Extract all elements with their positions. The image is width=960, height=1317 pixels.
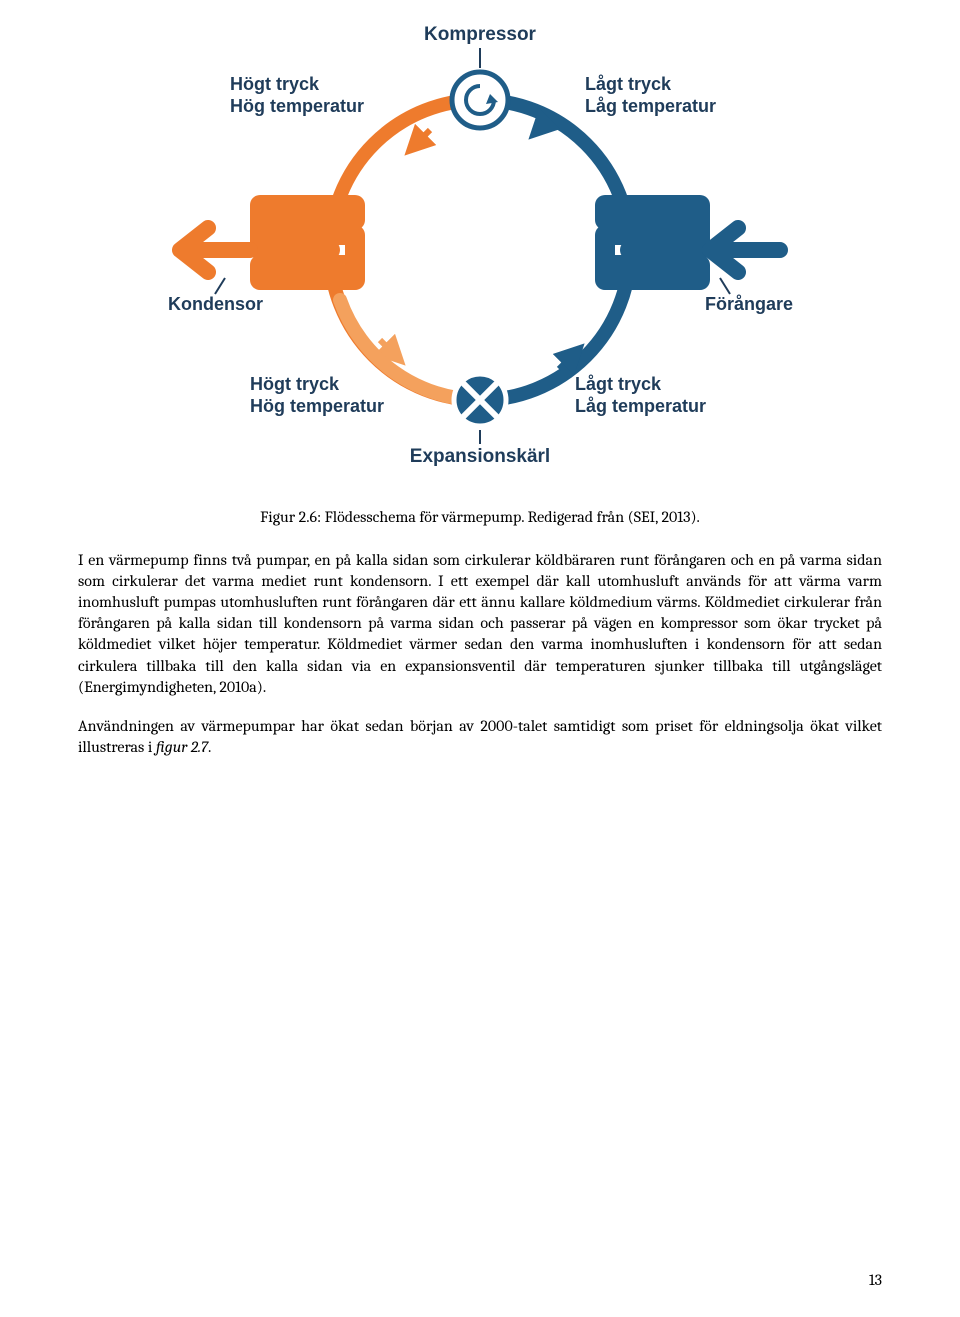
page-number: 13 (869, 1271, 882, 1289)
paragraph-1: I en värmepump finns två pumpar, en på k… (78, 550, 882, 698)
lplt-bot-1: Lågt tryck (575, 374, 662, 394)
evaporator-coil (605, 205, 700, 280)
hpht-top-1: Högt tryck (230, 74, 320, 94)
compressor-label: Kompressor (424, 24, 537, 45)
lplt-bot-2: Låg temperatur (575, 396, 706, 416)
hot-out-arrow (180, 228, 250, 272)
hpht-bot-1: Högt tryck (250, 374, 340, 394)
flow-arrow-hot-1 (415, 130, 430, 145)
cold-in-arrow (710, 228, 780, 272)
flow-arrow-hot-2 (380, 340, 395, 355)
para2-text-b: . (208, 738, 211, 756)
figure-ref: figur 2.7 (156, 738, 208, 756)
condenser-label: Kondensor (168, 294, 263, 314)
expansion-label: Expansionskärl (410, 446, 550, 467)
page: Kompressor Expansionskärl Högt tryck Hög… (0, 0, 960, 1317)
diagram-container: Kompressor Expansionskärl Högt tryck Hög… (78, 0, 882, 490)
paragraph-2: Användningen av värmepumpar har ökat sed… (78, 716, 882, 758)
heatpump-diagram: Kompressor Expansionskärl Högt tryck Hög… (130, 10, 830, 490)
figure-caption: Figur 2.6: Flödesschema för värmepump. R… (78, 508, 882, 526)
lplt-top-1: Lågt tryck (585, 74, 672, 94)
lplt-top-2: Låg temperatur (585, 96, 716, 116)
hpht-top-2: Hög temperatur (230, 96, 364, 116)
hpht-bot-2: Hög temperatur (250, 396, 384, 416)
evaporator-label: Förångare (705, 294, 793, 314)
condenser-coil (260, 205, 355, 280)
